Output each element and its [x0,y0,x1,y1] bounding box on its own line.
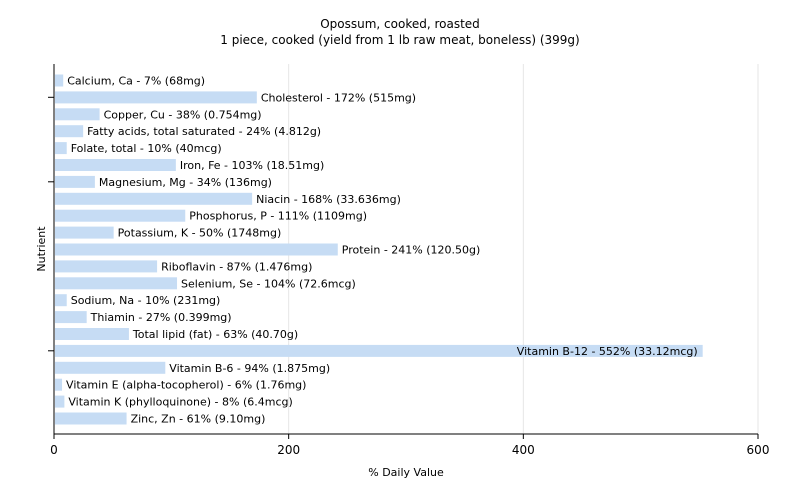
x-tick-label: 400 [512,443,535,457]
bar [55,277,178,290]
axes [48,64,758,435]
bar-label: Thiamin - 27% (0.399mg) [90,311,232,324]
bar [55,361,166,374]
bar-label: Total lipid (fat) - 63% (40.70g) [132,328,298,341]
x-ticks: 0 200 400 600 [50,434,769,457]
bar [55,260,158,273]
bar-label: Vitamin K (phylloquinone) - 8% (6.4mcg) [68,396,292,409]
bars: Calcium, Ca - 7% (68mg) Cholesterol - 172… [55,74,703,426]
bar-label: Sodium, Na - 10% (231mg) [71,294,221,307]
x-tick-label: 0 [50,443,58,457]
bar-label: Folate, total - 10% (40mcg) [71,142,222,155]
chart-subtitle: 1 piece, cooked (yield from 1 lb raw mea… [220,33,580,47]
bar-label: Iron, Fe - 103% (18.51mg) [180,159,324,172]
bar [55,226,114,239]
bar [55,395,65,408]
bar-label: Vitamin B-12 - 552% (33.12mcg) [517,345,698,358]
bar-label: Zinc, Zn - 61% (9.10mg) [131,413,266,426]
bar [55,142,67,155]
y-axis-label: Nutrient [35,226,48,272]
bar-label: Phosphorus, P - 111% (1109mg) [189,210,367,223]
bar-label: Niacin - 168% (33.636mg) [256,193,401,206]
x-tick-label: 200 [277,443,300,457]
bar [55,91,257,104]
bar [55,378,63,391]
bar-label: Selenium, Se - 104% (72.6mcg) [181,277,356,290]
bar [55,74,64,87]
bar-label: Vitamin B-6 - 94% (1.875mg) [169,362,330,375]
chart-title-block: Opossum, cooked, roasted 1 piece, cooked… [0,16,800,48]
bar-label: Copper, Cu - 38% (0.754mg) [104,108,262,121]
bar-label: Fatty acids, total saturated - 24% (4.81… [87,125,321,138]
bar [55,344,703,357]
bar-label: Protein - 241% (120.50g) [342,244,481,257]
bar [55,294,67,307]
bar [55,243,338,256]
bar [55,412,127,425]
bar [55,311,87,324]
chart-title: Opossum, cooked, roasted [320,17,480,31]
bar-label: Riboflavin - 87% (1.476mg) [161,260,312,273]
bar-label: Magnesium, Mg - 34% (136mg) [99,176,272,189]
bar-label: Calcium, Ca - 7% (68mg) [67,75,205,88]
bar [55,175,95,188]
bar [55,328,129,340]
bar-label: Potassium, K - 50% (1748mg) [118,227,282,240]
x-axis-label: % Daily Value [368,466,444,479]
bar [55,159,176,171]
bar [55,192,253,205]
bar-label: Vitamin E (alpha-tocopherol) - 6% (1.76m… [66,379,306,392]
x-tick-label: 600 [747,443,770,457]
bar [55,125,84,138]
bar-label: Cholesterol - 172% (515mg) [261,91,416,104]
bar [55,209,186,222]
bar [55,108,100,121]
